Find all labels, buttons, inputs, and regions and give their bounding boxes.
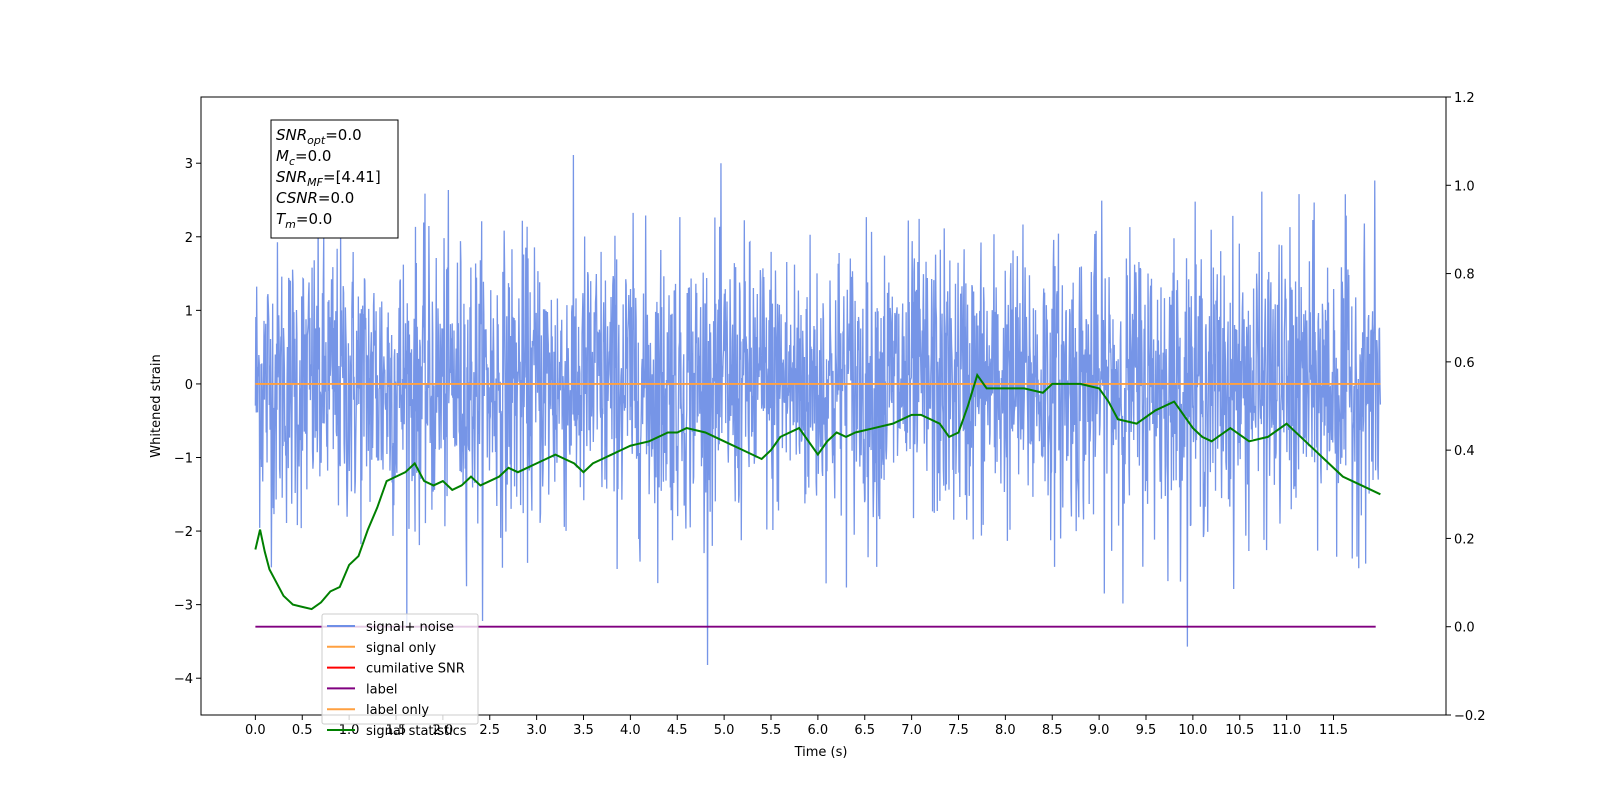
x-tick-label: 1.5: [386, 723, 407, 738]
x-tick-label: 4.0: [620, 723, 641, 738]
series-layer: [254, 155, 1382, 666]
stats-line: CSNR=0.0: [276, 189, 354, 207]
x-tick-label: 5.0: [714, 723, 735, 738]
y-tick-label: −4: [174, 672, 193, 687]
x-tick-label: 3.5: [573, 723, 594, 738]
x-tick-label: 8.0: [995, 723, 1016, 738]
axes-layer: 0.0 0.5 1.0 1.5 2.0 2.5 3.0 3.5 4.0 4.5 5.0 5.5 6.0 6…: [174, 91, 1486, 738]
x-tick-label: 6.5: [854, 723, 875, 738]
stats-line: SNRopt=0.0: [276, 126, 362, 147]
y-tick-label: 2: [185, 231, 193, 246]
y2-tick-label: −0.2: [1454, 709, 1486, 724]
x-tick-label: 4.5: [667, 723, 688, 738]
y-tick-label: 1: [185, 304, 193, 319]
y2-tick-label: 1.2: [1454, 91, 1475, 106]
y2-tick-label: 0.4: [1454, 444, 1475, 459]
x-tick-label: 6.0: [808, 723, 829, 738]
y2-tick-label: 0.0: [1454, 621, 1475, 636]
y2-tick-label: 0.8: [1454, 268, 1475, 283]
y-tick-label: 3: [185, 157, 193, 172]
x-tick-label: 2.5: [479, 723, 500, 738]
y-tick-label: 0: [185, 378, 193, 393]
legend-label: cumilative SNR: [366, 662, 465, 677]
x-tick-label: 11.5: [1319, 723, 1348, 738]
x-tick-label: 10.0: [1178, 723, 1207, 738]
x-tick-label: 5.5: [761, 723, 782, 738]
x-tick-label: 8.5: [1042, 723, 1063, 738]
y2-tick-label: 0.6: [1454, 356, 1475, 371]
legend-label: signal only: [366, 641, 436, 656]
x-tick-label: 9.0: [1089, 723, 1110, 738]
legend: signal+ noise signal only cumilative SNR la…: [321, 613, 479, 739]
legend-frame: [321, 613, 479, 725]
y-tick-label: −3: [174, 599, 193, 614]
stats-line: Mc=0.0: [276, 147, 331, 168]
x-tick-label: 7.5: [948, 723, 969, 738]
legend-label: signal+ noise: [366, 620, 454, 635]
legend-label: label only: [366, 703, 429, 718]
x-tick-label: 10.5: [1225, 723, 1254, 738]
x-tick-label: 0.0: [245, 723, 266, 738]
y-axis-title: Whitened strain: [149, 354, 164, 457]
y-tick-label: −1: [174, 452, 193, 467]
series-signal-statistics: [254, 372, 1381, 611]
x-tick-label: 0.5: [292, 723, 313, 738]
x-tick-label: 7.0: [901, 723, 922, 738]
y-tick-label: −2: [174, 525, 193, 540]
x-tick-label: 2.0: [433, 723, 454, 738]
x-tick-label: 9.5: [1136, 723, 1157, 738]
plot-frame: [200, 96, 1447, 716]
x-tick-label: 11.0: [1272, 723, 1301, 738]
legend-label: label: [366, 682, 397, 697]
series-signal-noise: [254, 155, 1382, 666]
y2-tick-label: 0.2: [1454, 532, 1475, 547]
stats-line: Tm=0.0: [276, 210, 332, 231]
x-tick-label: 3.0: [526, 723, 547, 738]
legend-label: signal statistics: [366, 724, 467, 739]
stats-line: SNRMF=[4.41]: [276, 168, 381, 189]
stats-box-frame: [270, 119, 399, 239]
y2-tick-label: 1.0: [1454, 179, 1475, 194]
x-axis-title: Time (s): [794, 745, 848, 760]
